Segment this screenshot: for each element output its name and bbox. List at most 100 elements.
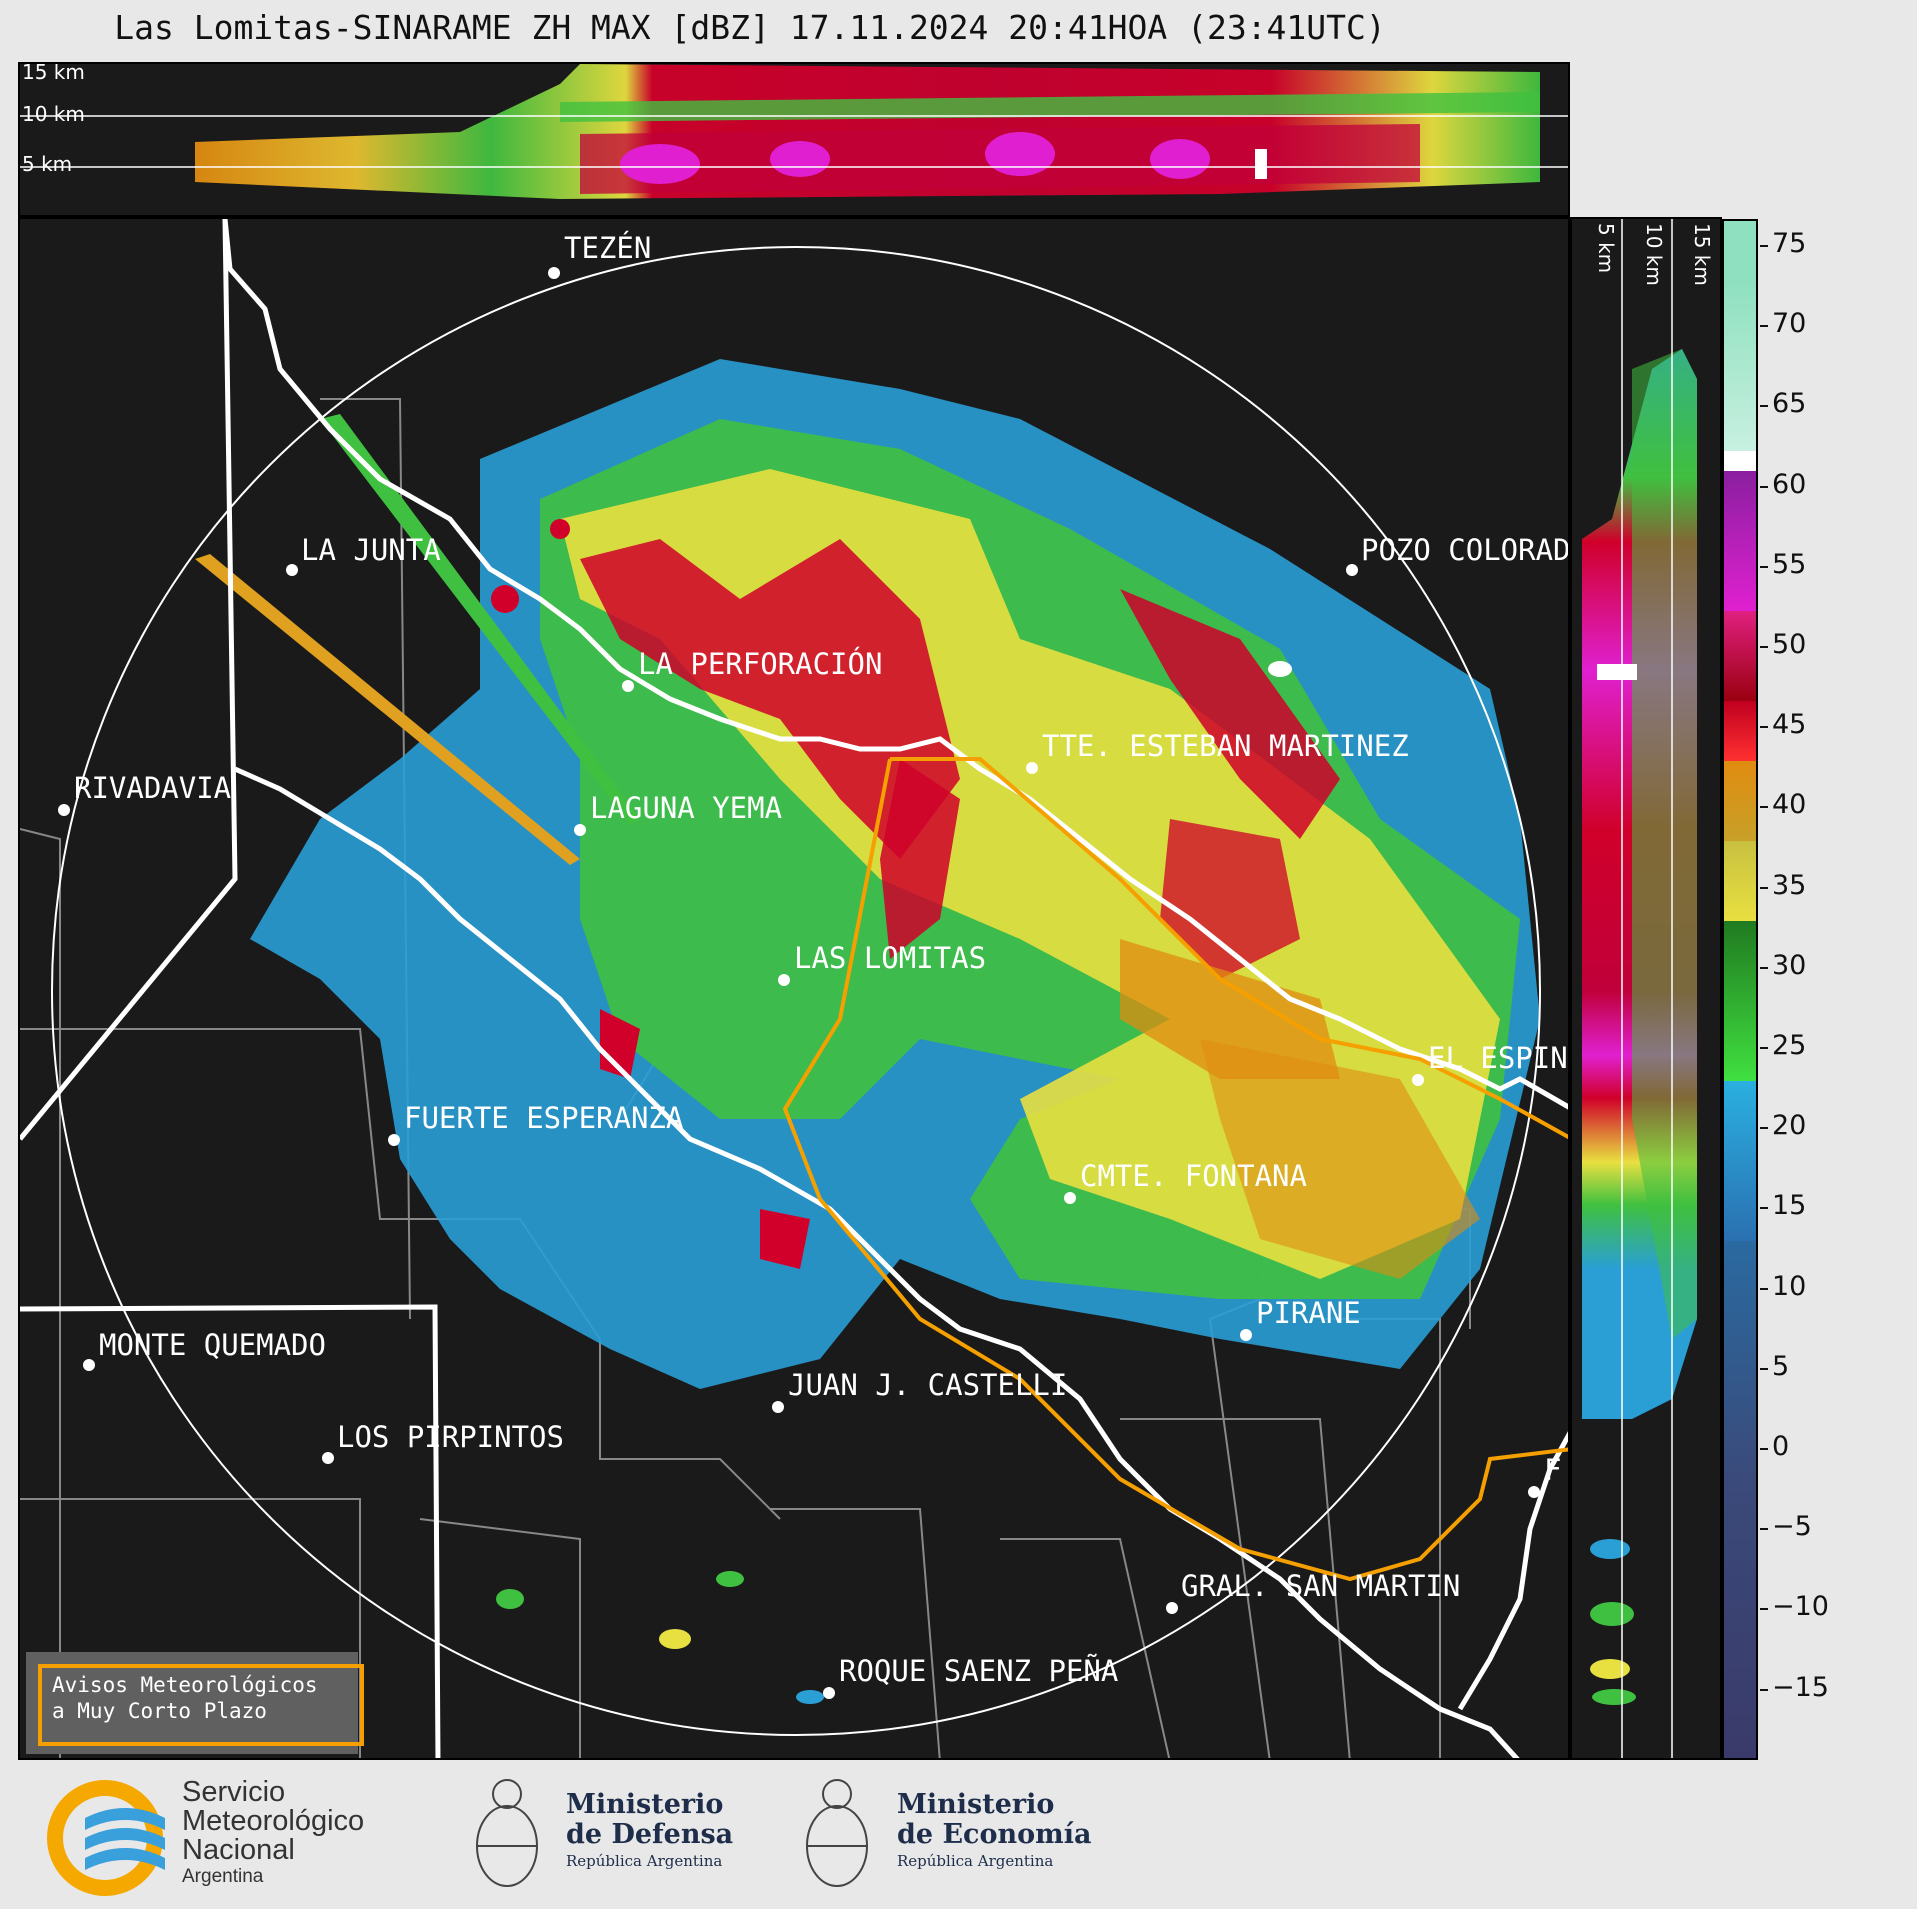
top-cross-section-panel: 15 km 10 km 5 km [18,62,1570,217]
radar-echo [195,359,1540,1704]
colorbar-tick-label: 70 [1772,308,1807,340]
city-label-rivadavia: RIVADAVIA [74,771,232,805]
smn-line4: Argentina [182,1866,264,1887]
radar-map-panel[interactable]: TEZÉN LA JUNTA POZO COLORAD LA PERFORACI… [18,217,1570,1760]
colorbar-tick-mark [1760,1287,1768,1290]
smn-line1: Servicio [182,1776,286,1808]
top-height-label-10: 10 km [22,102,85,126]
escudo-economia-icon [806,1779,868,1887]
colorbar-tick-mark [1760,1528,1768,1531]
city-dot-laguna-yema [574,824,586,836]
province-borders [20,219,1568,1758]
side-height-label-15: 15 km [1690,223,1714,286]
city-dot-monte-quemado [83,1359,95,1371]
footer: Servicio Meteorológico Nacional Argentin… [0,1760,1917,1909]
city-label-cmte-fontana: CMTE. FONTANA [1080,1159,1307,1193]
range-ring [51,246,1541,1736]
colorbar-tick-mark [1760,405,1768,408]
city-label-la-perforacion: LA PERFORACIÓN [638,647,883,681]
colorbar-tick-label: 10 [1772,1270,1807,1302]
colorbar-tick-mark [1760,886,1768,889]
city-label-pozo-colorado: POZO COLORAD [1361,533,1570,567]
escudo-defensa-icon [476,1779,538,1887]
city-label-roque-saenz-pena: ROQUE SAENZ PEÑA [839,1654,1119,1688]
colorbar-tick-mark [1760,1448,1768,1450]
city-dot-las-lomitas [778,974,790,986]
colorbar-tick-label: 60 [1772,468,1807,500]
top-height-label-15: 15 km [22,62,85,84]
city-dot-cmte-fontana [1064,1192,1076,1204]
colorbar-tick-label: 75 [1772,228,1807,259]
colorbar-tick-label: 50 [1772,629,1807,660]
def-line1: Ministerio [566,1789,724,1820]
side-cross-section-panel: 5 km 10 km 15 km [1570,217,1722,1760]
colorbar-tick-label: 40 [1772,789,1807,821]
city-dot-tte-esteban-martinez [1026,762,1038,774]
colorbar-tick-mark [1760,1367,1768,1370]
smn-line3: Nacional [182,1834,295,1866]
def-line2: de Defensa [566,1819,734,1850]
city-label-el-espinillo: EL ESPIN [1428,1041,1568,1075]
colorbar-tick-mark [1760,485,1768,488]
radar-map [20,219,1568,1758]
colorbar-tick-mark [1760,1207,1768,1210]
city-label-laguna-yema: LAGUNA YEMA [590,791,783,825]
city-dot-fuerte-esperanza [388,1134,400,1146]
colorbar-tick-mark [1760,1688,1768,1691]
colorbar-tick-mark [1760,966,1768,969]
city-label-fuerte-esperanza: FUERTE ESPERANZA [404,1101,684,1135]
avisos-box[interactable]: Avisos Meteorológicos a Muy Corto Plazo [26,1652,364,1754]
eco-line3: República Argentina [897,1852,1054,1870]
orange-zone-outline [782,757,1568,1582]
city-dot-el-espinillo [1412,1074,1424,1086]
side-height-label-5: 5 km [1594,223,1618,274]
top-height-label-5: 5 km [22,152,73,176]
city-label-los-pirpintos: LOS PIRPINTOS [337,1420,564,1454]
colorbar-tick-mark [1760,565,1768,568]
city-label-las-lomitas: LAS LOMITAS [794,941,987,975]
colorbar-tick-label: 25 [1772,1030,1807,1061]
colorbar-tick-mark [1760,245,1768,247]
eco-line2: de Economía [897,1819,1092,1850]
avisos-inner: Avisos Meteorológicos a Muy Corto Plazo [38,1664,364,1746]
city-dot-la-junta [286,564,298,576]
colorbar-tick-mark [1760,1608,1768,1611]
def-line3: República Argentina [566,1852,723,1870]
colorbar-tick-label: −5 [1772,1511,1812,1543]
city-label-tte-esteban-martinez: TTE. ESTEBAN MARTINEZ [1042,729,1409,763]
colorbar-tick-label: −15 [1772,1671,1829,1703]
city-dot-juan-j-castelli [772,1401,784,1413]
colorbar [1722,219,1758,1760]
colorbar-tick-label: 15 [1772,1190,1807,1222]
city-dot-roque-saenz-pena [823,1687,835,1699]
colorbar-tick-label: −10 [1772,1591,1829,1623]
avisos-line2: a Muy Corto Plazo [52,1699,267,1723]
city-label-formosa: F [1544,1453,1562,1487]
colorbar-tick-label: 20 [1772,1110,1807,1142]
city-dot-los-pirpintos [322,1452,334,1464]
colorbar-tick-label: 35 [1772,869,1807,901]
city-dot-rivadavia [58,804,70,816]
colorbar-tick-mark [1760,1127,1768,1130]
side-cross-section-echo [1582,219,1697,1758]
smn-line2: Meteorológico [182,1805,365,1837]
city-label-la-junta: LA JUNTA [301,533,441,567]
colorbar-tick-label: 55 [1772,548,1807,580]
colorbar-tick-label: 30 [1772,949,1807,981]
colorbar-tick-label: 65 [1772,388,1807,420]
city-label-pirane: PIRANE [1256,1296,1361,1330]
colorbar-tick-mark [1760,646,1768,648]
city-dot-pozo-colorado [1346,564,1358,576]
eco-line1: Ministerio [897,1789,1055,1820]
city-dot-la-perforacion [622,680,634,692]
city-dot-pirane [1240,1329,1252,1341]
colorbar-tick-mark [1760,726,1768,729]
city-dot-formosa [1528,1486,1540,1498]
smn-logo-icon [47,1780,165,1896]
side-height-label-10: 10 km [1642,223,1666,286]
colorbar-tick-mark [1760,1047,1768,1049]
city-dot-gral-san-martin [1166,1602,1178,1614]
colorbar-tick-mark [1760,806,1768,809]
city-label-juan-j-castelli: JUAN J. CASTELLI [788,1368,1068,1402]
top-cross-section-echo [20,64,1568,199]
